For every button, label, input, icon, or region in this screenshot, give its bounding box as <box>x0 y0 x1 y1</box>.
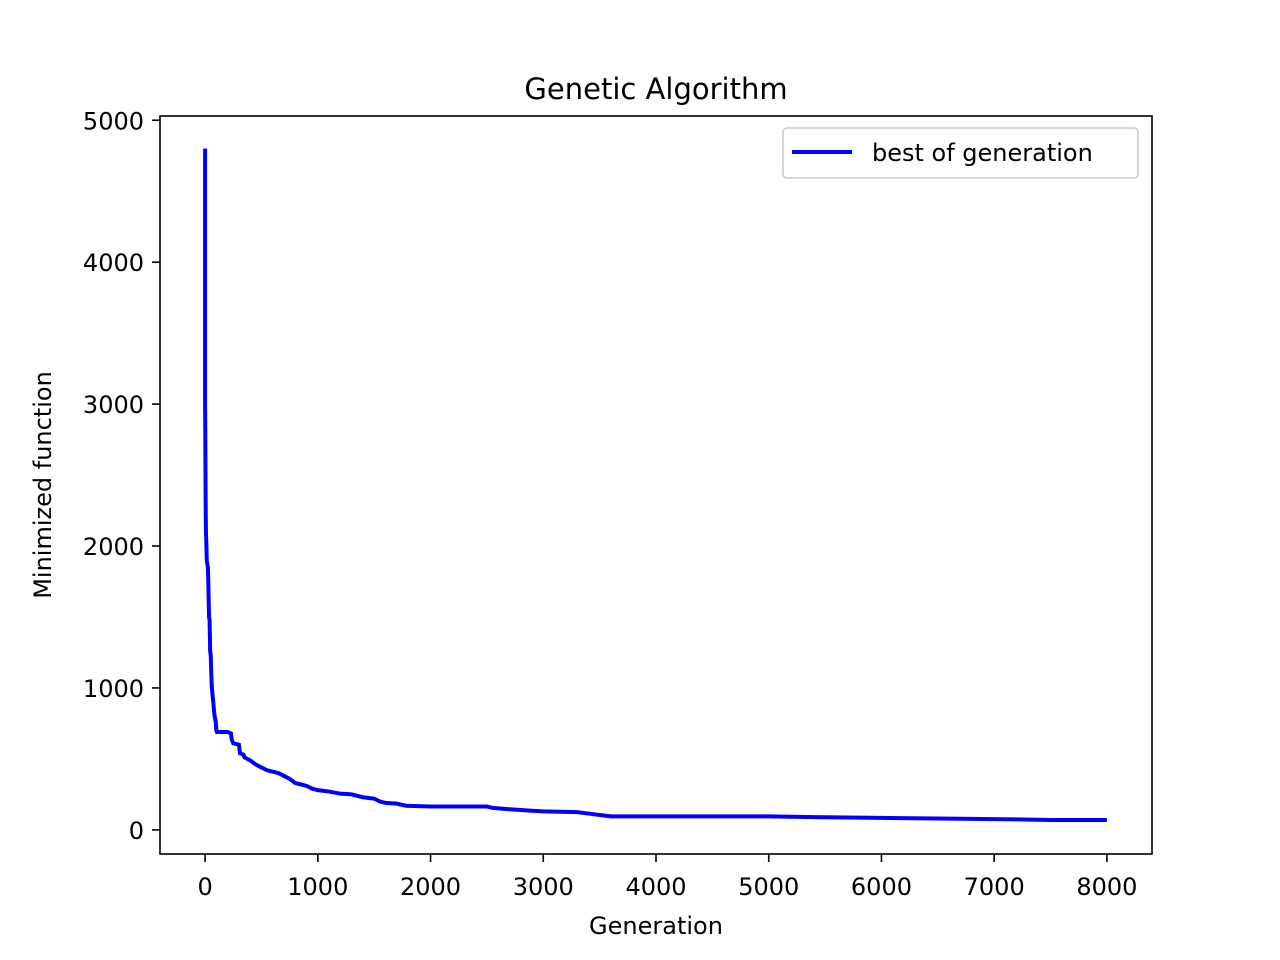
plot-area <box>203 148 1107 822</box>
legend-box <box>782 127 1139 179</box>
series-line-0 <box>203 148 1107 822</box>
x-tick-label: 8000 <box>1076 873 1137 901</box>
y-tick-label: 2000 <box>83 533 144 561</box>
x-tick-label: 6000 <box>851 873 912 901</box>
x-axis-ticks: 0 1000 2000 3000 4000 5000 6000 7000 8000 <box>197 854 1137 901</box>
chart-title: Genetic Algorithm <box>524 72 787 106</box>
x-tick-label: 3000 <box>513 873 574 901</box>
y-tick-label: 0 <box>129 817 144 845</box>
x-tick-label: 2000 <box>400 873 461 901</box>
y-tick-label: 5000 <box>83 107 144 135</box>
y-tick-label: 1000 <box>83 675 144 703</box>
x-tick-label: 4000 <box>625 873 686 901</box>
legend-entry-best-of-generation: best of generation <box>872 139 1093 167</box>
legend: best of generation <box>782 127 1139 179</box>
x-tick-label: 7000 <box>964 873 1025 901</box>
x-tick-label: 1000 <box>287 873 348 901</box>
y-tick-label: 4000 <box>83 249 144 277</box>
y-tick-label: 3000 <box>83 391 144 419</box>
x-axis-label: Generation <box>589 912 723 940</box>
x-tick-label: 5000 <box>738 873 799 901</box>
y-axis-label: Minimized function <box>29 371 57 599</box>
x-tick-label: 0 <box>197 873 212 901</box>
y-axis-ticks: 0 1000 2000 3000 4000 5000 <box>83 107 160 845</box>
